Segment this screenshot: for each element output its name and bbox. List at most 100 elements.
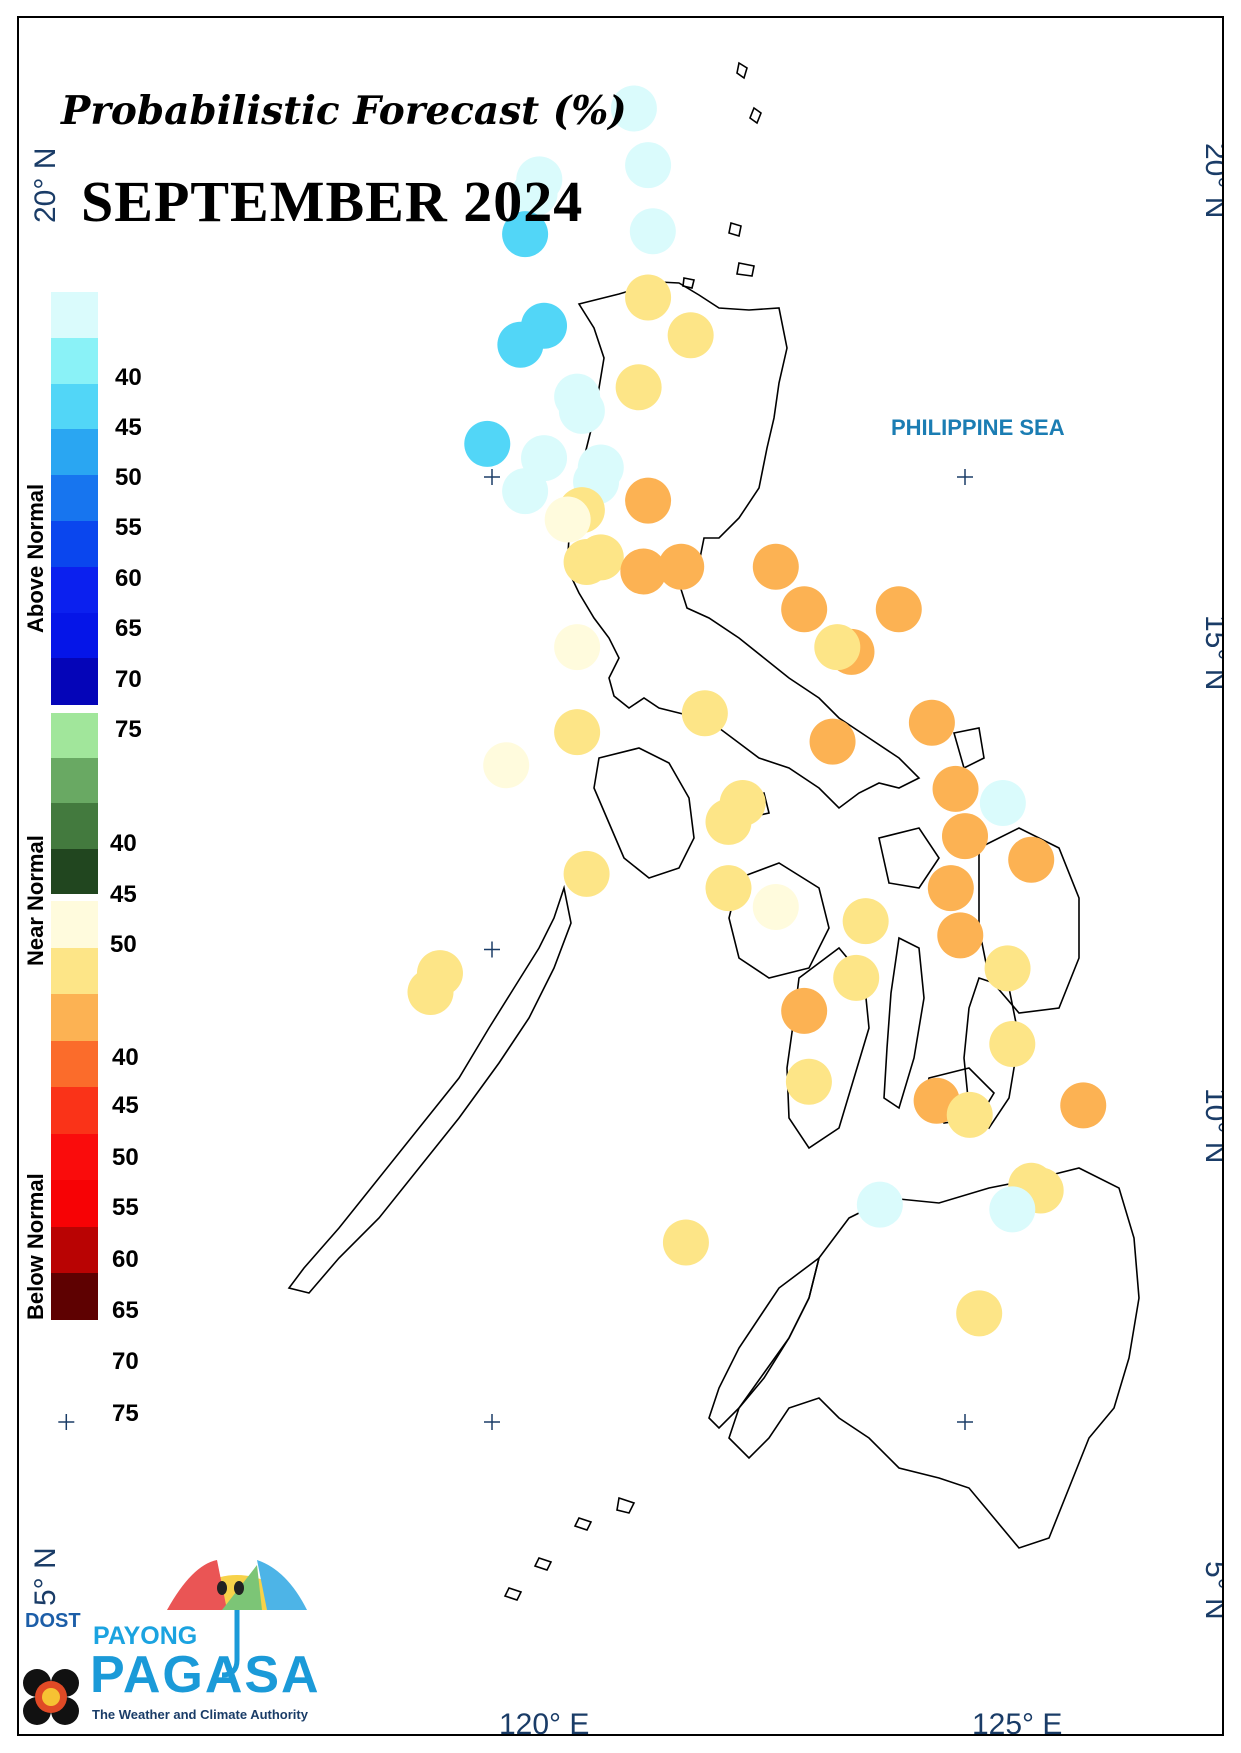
legend-swatch-above xyxy=(51,337,98,385)
legend-near-tick-50: 50 xyxy=(110,931,137,958)
station-marker-below xyxy=(544,496,591,543)
legend-below-tick-75: 75 xyxy=(112,1400,139,1427)
legend-below-tick-45: 45 xyxy=(112,1092,139,1119)
coastline-masbate xyxy=(878,827,940,889)
station-marker-below xyxy=(946,1091,993,1138)
legend-swatch-above xyxy=(51,292,98,339)
lat-label-20-left: 20° N xyxy=(29,147,62,223)
legend-below-tick-50: 50 xyxy=(112,1144,139,1171)
station-marker-above xyxy=(989,1186,1036,1233)
map-title: Probabilistic Forecast (%) xyxy=(61,88,627,134)
station-marker-below xyxy=(989,1021,1036,1067)
logo-tagline: The Weather and Climate Authority xyxy=(92,1707,308,1722)
station-marker-above xyxy=(502,468,549,515)
station-marker-below xyxy=(927,865,974,912)
lon-label-125: 125° E xyxy=(972,1708,1063,1736)
legend-swatch-above xyxy=(51,475,98,522)
station-marker-below xyxy=(781,586,828,633)
station-marker-below xyxy=(662,1219,709,1266)
legend-below-tick-60: 60 xyxy=(112,1246,139,1273)
logo-payong: PAYONG xyxy=(93,1622,198,1650)
graticule-cross xyxy=(58,1414,75,1430)
legend-swatch-below xyxy=(51,947,98,995)
station-marker-below xyxy=(577,534,624,581)
lon-label-120: 120° E xyxy=(499,1708,590,1736)
logo-graphic xyxy=(23,1560,307,1725)
graticule-cross xyxy=(484,469,500,485)
legend-swatch-below xyxy=(51,1180,98,1227)
legend-near-tick-45: 45 xyxy=(110,881,137,908)
station-marker-below xyxy=(658,543,705,590)
graticule-cross xyxy=(484,1414,500,1430)
legend-above-tick-45: 45 xyxy=(115,414,142,441)
graticule-cross xyxy=(484,941,500,958)
station-marker-above xyxy=(979,780,1026,827)
station-marker-below xyxy=(956,1290,1003,1337)
station-marker-above xyxy=(625,142,672,189)
legend-swatch-above xyxy=(51,658,98,705)
legend-label-above: Above Normal xyxy=(23,483,48,633)
legend-label-near: Near Normal xyxy=(23,835,48,966)
station-marker-below xyxy=(705,798,752,845)
legend-below-tick-70: 70 xyxy=(112,1348,139,1375)
map-subtitle: SEPTEMBER 2024 xyxy=(81,169,584,234)
legend-swatch-below xyxy=(51,1040,98,1088)
legend-swatch-below xyxy=(51,1087,98,1134)
legend-above-tick-60: 60 xyxy=(115,565,142,592)
sea-label: PHILIPPINE SEA xyxy=(891,415,1065,440)
map-frame: Probabilistic Forecast (%) SEPTEMBER 202… xyxy=(17,16,1224,1736)
station-marker-below xyxy=(1060,1082,1107,1129)
station-marker-above xyxy=(497,321,544,368)
legend-swatch-near xyxy=(51,848,98,895)
coastline-leyte xyxy=(963,976,1020,1130)
lat-label-5-right: 5° N xyxy=(1199,1561,1224,1620)
legend-above-tick-75: 75 xyxy=(115,716,142,743)
station-marker-below xyxy=(1008,836,1055,883)
lat-label-15-right: 15° N xyxy=(1199,615,1224,690)
station-marker-below xyxy=(620,548,667,595)
legend-near-tick-40: 40 xyxy=(110,830,137,857)
logo-dost: DOST xyxy=(25,1610,81,1632)
coastline-batanes xyxy=(736,61,762,125)
station-marker-below xyxy=(625,274,672,321)
station-marker-below xyxy=(681,690,728,737)
station-marker-below xyxy=(752,543,799,590)
legend-swatch-above xyxy=(51,429,98,476)
legend-above-tick-50: 50 xyxy=(115,464,142,491)
coastline-sulu xyxy=(503,1496,636,1601)
graticule-cross xyxy=(957,1414,973,1430)
station-marker-above xyxy=(502,211,549,258)
legend-below-tick-65: 65 xyxy=(112,1297,139,1324)
coastline-mindoro xyxy=(593,747,695,879)
legend-swatch-above xyxy=(51,521,98,568)
legend-below-tick-55: 55 xyxy=(112,1194,139,1221)
coastline-babuyan xyxy=(682,221,755,289)
legend-label-below: Below Normal xyxy=(23,1173,48,1320)
coastline-samar xyxy=(978,827,1080,1014)
station-marker-below xyxy=(875,586,922,633)
station-marker-below xyxy=(785,1058,832,1105)
station-marker-below xyxy=(781,987,828,1034)
legend-swatch-above xyxy=(51,383,98,430)
coastline-luzon xyxy=(566,281,921,810)
legend-swatch-below xyxy=(51,901,98,948)
station-marker-below xyxy=(942,813,988,860)
legend-swatch-near xyxy=(51,758,98,804)
lat-label-10-right: 10° N xyxy=(1199,1088,1224,1163)
station-marker-below xyxy=(937,912,984,959)
station-marker-below xyxy=(554,709,601,756)
station-marker-below xyxy=(615,364,662,411)
station-marker-below xyxy=(752,883,799,930)
station-marker-below xyxy=(705,865,752,912)
legend-above-tick-70: 70 xyxy=(115,666,142,693)
coastline-cebu xyxy=(883,936,925,1110)
station-marker-below xyxy=(932,765,979,812)
legend-swatch-above xyxy=(51,566,98,614)
station-marker-below xyxy=(833,954,880,1001)
station-marker-below xyxy=(984,945,1031,992)
station-markers xyxy=(407,85,1107,1337)
station-marker-below xyxy=(908,699,955,746)
legend-swatch-above xyxy=(51,612,98,659)
station-marker-below xyxy=(809,718,856,765)
lat-label-20-right: 20° N xyxy=(1199,143,1224,218)
